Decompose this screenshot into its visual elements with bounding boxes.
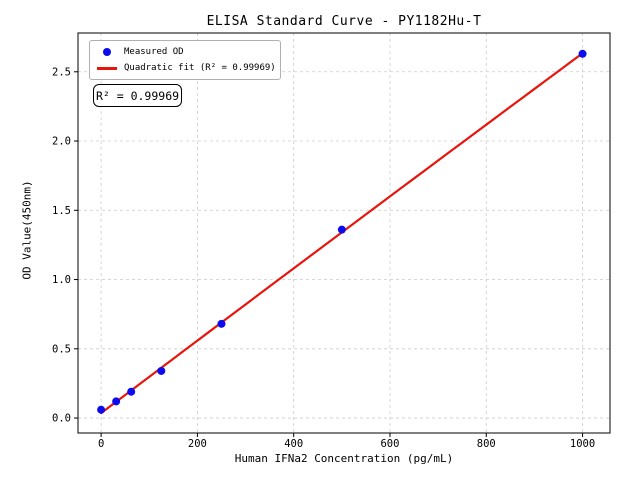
scatter-point-icon	[103, 47, 111, 56]
y-axis-label: OD Value(450nm)	[20, 180, 34, 280]
x-tick-label: 0	[98, 438, 104, 450]
y-tick-label: 2.5	[52, 66, 71, 78]
data-point	[337, 225, 346, 234]
r-squared-annotation: R² = 0.99969	[93, 84, 182, 107]
y-tick-label: 1.5	[52, 205, 71, 217]
y-tick-label: 2.0	[52, 136, 71, 148]
x-tick-label: 400	[284, 438, 303, 450]
data-point	[127, 387, 136, 396]
legend-marker-cell	[94, 47, 120, 56]
x-tick-label: 800	[477, 438, 496, 450]
x-tick-label: 1000	[570, 438, 595, 450]
legend-marker-cell	[94, 67, 120, 70]
data-point	[97, 405, 106, 414]
plot-border	[77, 32, 611, 434]
y-tick-label: 1.0	[52, 274, 71, 286]
x-axis-label: Human IFNa2 Concentration (pg/mL)	[234, 452, 454, 465]
legend-label-measured-od: Measured OD	[124, 46, 184, 57]
legend-item-quadratic-fit: Quadratic fit (R² = 0.99969)	[94, 60, 276, 76]
legend-item-measured-od: Measured OD	[94, 44, 276, 60]
x-tick-label: 200	[188, 438, 207, 450]
x-tick-label: 600	[380, 438, 399, 450]
data-point	[578, 49, 587, 58]
data-point	[157, 366, 166, 375]
legend-label-quadratic-fit: Quadratic fit (R² = 0.99969)	[124, 63, 276, 74]
y-tick-label: 0.0	[52, 413, 71, 425]
data-point	[217, 319, 226, 328]
y-tick-label: 0.5	[52, 343, 71, 355]
fit-line-icon	[97, 67, 117, 70]
chart-title: ELISA Standard Curve - PY1182Hu-T	[206, 14, 482, 29]
data-point	[112, 397, 121, 406]
legend: Measured OD Quadratic fit (R² = 0.99969)	[89, 40, 281, 80]
